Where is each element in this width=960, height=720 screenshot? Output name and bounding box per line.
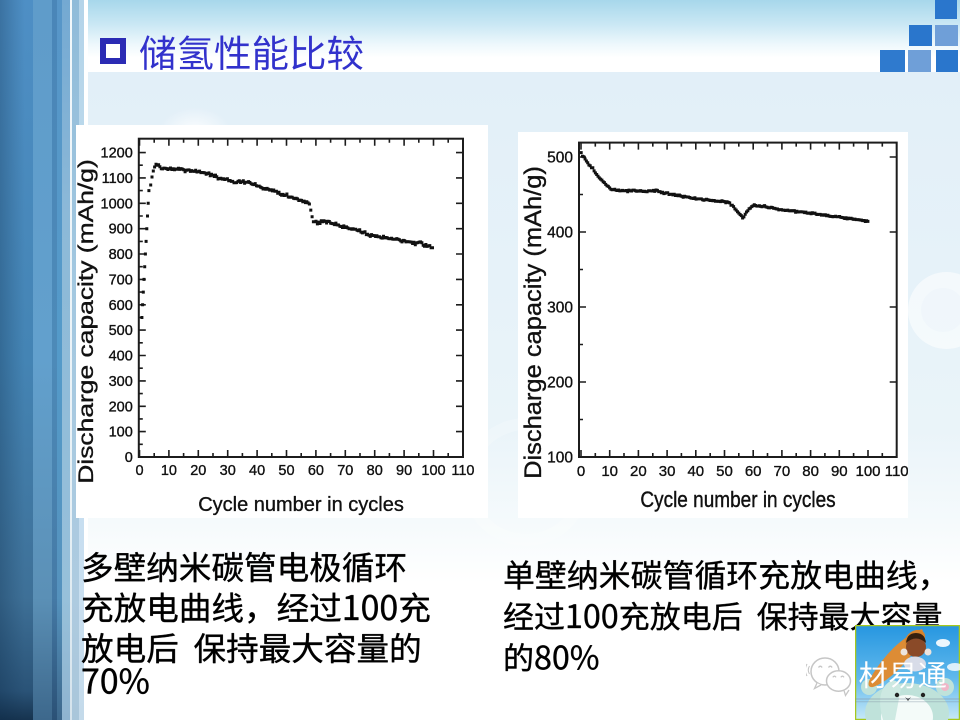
svg-text:90: 90: [396, 463, 412, 479]
svg-text:Cycle number in cycles: Cycle number in cycles: [198, 494, 404, 516]
svg-text:300: 300: [109, 374, 133, 390]
svg-text:40: 40: [687, 463, 704, 480]
svg-text:10: 10: [161, 463, 177, 479]
svg-text:600: 600: [109, 298, 133, 314]
svg-text:100: 100: [109, 425, 133, 441]
svg-text:900: 900: [109, 222, 133, 238]
svg-text:300: 300: [547, 300, 573, 317]
svg-text:60: 60: [308, 463, 324, 479]
svg-text:0: 0: [125, 450, 133, 466]
svg-text:400: 400: [109, 349, 133, 365]
svg-text:0: 0: [135, 463, 143, 479]
svg-text:70: 70: [337, 463, 353, 479]
svg-text:Discharge capacity (mAh/g): Discharge capacity (mAh/g): [76, 159, 98, 484]
svg-text:500: 500: [547, 150, 573, 167]
svg-text:0: 0: [577, 463, 585, 480]
svg-text:1200: 1200: [101, 146, 133, 162]
svg-text:100: 100: [855, 463, 880, 480]
svg-text:200: 200: [547, 375, 573, 392]
svg-text:800: 800: [109, 247, 133, 263]
svg-text:200: 200: [109, 399, 133, 415]
svg-text:100: 100: [421, 463, 445, 479]
svg-text:110: 110: [451, 463, 474, 479]
svg-text:30: 30: [659, 463, 676, 480]
svg-text:1100: 1100: [102, 171, 133, 187]
svg-text:60: 60: [745, 463, 762, 480]
svg-text:1000: 1000: [101, 196, 133, 212]
svg-text:500: 500: [109, 323, 133, 339]
svg-text:10: 10: [601, 463, 618, 480]
svg-text:90: 90: [831, 463, 848, 480]
svg-text:100: 100: [547, 450, 573, 467]
svg-text:50: 50: [278, 463, 294, 479]
svg-text:50: 50: [716, 463, 733, 480]
svg-text:Cycle number in cycles: Cycle number in cycles: [640, 488, 835, 513]
svg-text:20: 20: [190, 463, 206, 479]
svg-text:700: 700: [109, 272, 133, 288]
svg-text:40: 40: [249, 463, 265, 479]
svg-text:20: 20: [630, 463, 647, 480]
svg-text:80: 80: [367, 463, 383, 479]
svg-text:70: 70: [774, 463, 791, 480]
svg-text:Discharge capacity (mAh/g): Discharge capacity (mAh/g): [519, 166, 546, 479]
svg-text:30: 30: [220, 463, 236, 479]
svg-text:400: 400: [547, 225, 573, 242]
svg-text:110: 110: [885, 463, 908, 480]
svg-text:80: 80: [802, 463, 819, 480]
